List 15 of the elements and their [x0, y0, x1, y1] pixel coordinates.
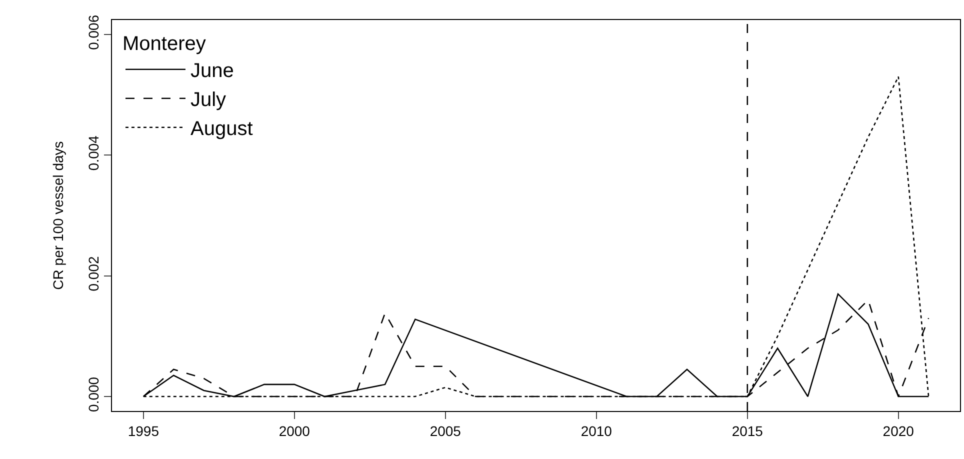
- legend-title: Monterey: [122, 32, 206, 55]
- x-tick-label: 2020: [882, 422, 914, 439]
- x-tick-label: 2005: [430, 422, 462, 439]
- x-tick-label: 1995: [128, 422, 160, 439]
- y-tick-label: 0.004: [85, 135, 102, 171]
- x-tick-label: 2015: [732, 422, 764, 439]
- y-tick-label: 0.000: [85, 376, 102, 412]
- x-tick-label: 2010: [580, 422, 612, 439]
- y-tick-label: 0.002: [85, 256, 102, 292]
- legend-label: June: [190, 60, 234, 82]
- legend-label: August: [190, 118, 254, 140]
- legend-label: July: [190, 89, 226, 112]
- x-tick-label: 2000: [278, 422, 310, 439]
- y-axis-title: CR per 100 vessel days: [50, 141, 66, 290]
- y-tick-label: 0.006: [85, 14, 102, 50]
